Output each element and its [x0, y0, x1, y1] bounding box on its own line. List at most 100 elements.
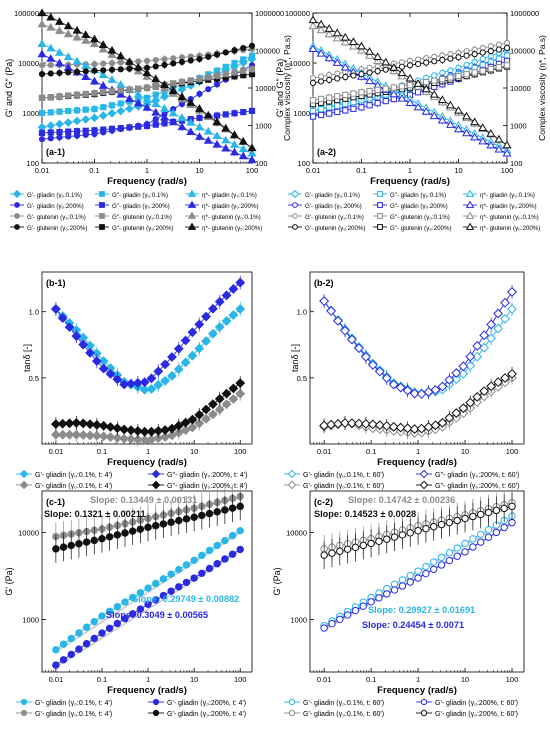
- data-point: [398, 83, 406, 90]
- data-point: [461, 548, 469, 556]
- series-9: [38, 41, 256, 79]
- legend-marker: [99, 224, 105, 230]
- data-point: [492, 528, 501, 537]
- data-point: [383, 590, 391, 598]
- data-point: [133, 89, 143, 98]
- data-point: [350, 72, 357, 79]
- y2-tick-label: 1000: [255, 122, 272, 131]
- legend-label: G'- gliadin (γ₀:200%, t: 4'): [167, 700, 246, 707]
- data-point: [116, 106, 126, 116]
- data-point: [236, 545, 244, 554]
- slope-annotation: Slope: 0.29749 ± 0.00882: [132, 594, 239, 604]
- data-point: [334, 102, 341, 109]
- data-point: [342, 91, 349, 99]
- panel-label: (a-1): [46, 147, 65, 157]
- data-point: [182, 515, 191, 523]
- x-tick-label: 0.1: [366, 447, 376, 456]
- data-point: [98, 420, 109, 431]
- legend-label: G'- gliadin (γ₀:0.1%, t: 60'): [303, 700, 384, 707]
- y-tick-label: 0.5: [297, 374, 307, 383]
- data-point: [324, 53, 334, 62]
- data-point: [375, 594, 383, 602]
- data-point: [198, 551, 206, 560]
- data-point: [167, 518, 175, 526]
- data-point: [461, 539, 469, 548]
- data-point: [409, 388, 420, 399]
- data-point: [451, 368, 462, 378]
- data-point: [178, 58, 186, 66]
- y-tick-label: 1000: [290, 616, 307, 625]
- data-point: [240, 56, 247, 63]
- chart-c2: 0.01 0.1 1 10 100 1000 10000 Frequency (rad/s) G…: [272, 488, 525, 718]
- data-point: [439, 56, 446, 64]
- data-point: [55, 26, 64, 34]
- data-point: [177, 92, 187, 100]
- data-point: [309, 79, 317, 86]
- legend-label: G'- gliadin (γ₀:200%): [27, 203, 84, 210]
- data-point: [406, 62, 414, 69]
- series-3: [52, 492, 244, 563]
- data-point: [82, 90, 89, 98]
- data-point: [52, 545, 60, 553]
- legend-marker: [99, 213, 105, 219]
- data-point: [187, 422, 198, 433]
- legend-label: G"- glutenin (γ₀:200%): [112, 225, 174, 232]
- data-point: [91, 67, 98, 74]
- panel-label: (a-2): [317, 147, 336, 157]
- y-axis-label: tanδ [-]: [290, 344, 300, 372]
- data-point: [90, 34, 99, 43]
- data-point: [240, 67, 247, 74]
- y-tick-label: 1000: [22, 616, 39, 625]
- legend-marker: [292, 213, 298, 219]
- data-point: [458, 403, 469, 414]
- data-point: [133, 98, 143, 107]
- data-point: [180, 335, 191, 346]
- legend-label: η*- gliadin (γ₀:200%): [480, 203, 537, 210]
- data-point: [168, 108, 178, 117]
- data-point: [389, 89, 399, 98]
- data-point: [78, 430, 89, 440]
- legend-marker: [14, 224, 20, 230]
- data-point: [37, 8, 47, 17]
- data-point: [135, 85, 142, 92]
- data-point: [472, 341, 483, 351]
- data-point: [235, 304, 246, 314]
- data-point: [469, 535, 477, 543]
- data-point: [213, 72, 221, 79]
- data-point: [55, 48, 64, 56]
- data-point: [100, 67, 107, 74]
- legend-marker: [187, 200, 197, 208]
- legend-marker: [377, 213, 383, 219]
- data-point: [447, 55, 454, 62]
- data-point: [98, 70, 108, 79]
- data-point: [142, 94, 152, 103]
- legend-label: G'- gliadin (γ₀:200%): [305, 203, 362, 210]
- series-2: [309, 39, 511, 83]
- data-point: [205, 564, 214, 573]
- data-point: [71, 429, 82, 440]
- data-point: [153, 366, 164, 377]
- data-point: [478, 123, 488, 131]
- y2-tick-label: 100: [510, 159, 523, 168]
- data-point: [230, 140, 239, 148]
- x-axis-label: Frequency (rad/s): [107, 457, 187, 468]
- y2-axis-label: Complex viscosity (η*, Pa.s): [537, 35, 547, 141]
- data-point: [160, 80, 169, 89]
- y-tick-label: 100000: [14, 9, 39, 18]
- data-point: [439, 75, 446, 83]
- data-point: [142, 68, 152, 77]
- data-point: [228, 383, 239, 394]
- legend-marker: [287, 480, 297, 490]
- data-point: [500, 313, 510, 324]
- series-3: [50, 376, 246, 438]
- data-point: [347, 334, 357, 345]
- data-point: [437, 115, 447, 124]
- legend-marker: [419, 480, 429, 490]
- data-point: [366, 87, 373, 95]
- data-point: [180, 357, 191, 368]
- data-point: [173, 427, 184, 438]
- data-point: [381, 57, 391, 66]
- data-point: [360, 418, 371, 429]
- data-point: [374, 86, 381, 93]
- legend-label: G'- gliadin (γ₀:0.1%, t: 4'): [35, 472, 112, 479]
